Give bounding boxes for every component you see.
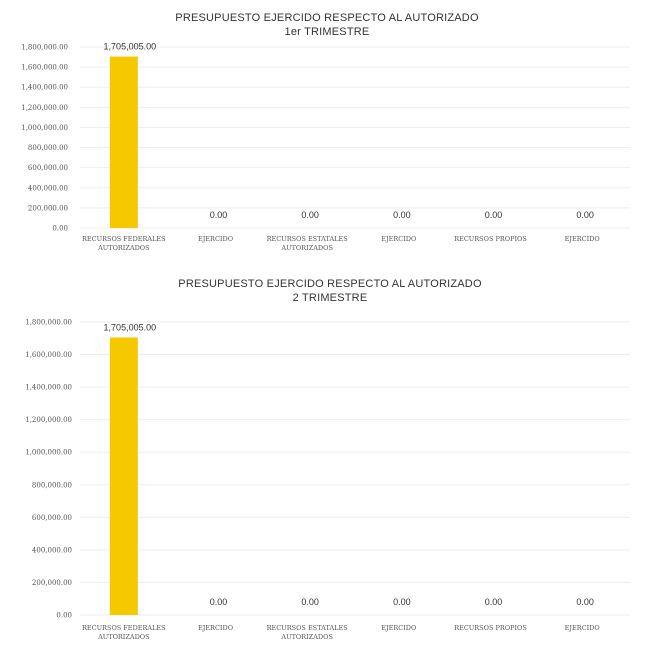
y-tick-label: 400,000.00: [28, 184, 68, 192]
category-label: RECURSOS PROPIOS: [454, 624, 527, 632]
category-label: RECURSOS ESTATALES: [267, 235, 348, 243]
category-label: RECURSOS FEDERALES: [82, 624, 166, 632]
y-tick-label: 1,200,000.00: [25, 416, 72, 424]
gridlines: [80, 321, 630, 616]
category-label: RECURSOS FEDERALES: [82, 235, 166, 243]
y-tick-label: 400,000.00: [32, 546, 72, 554]
y-tick-label: 1,200,000.00: [21, 104, 68, 112]
category-label: EJERCIDO: [565, 624, 600, 632]
y-tick-label: 200,000.00: [32, 579, 72, 587]
y-tick-label: 0.00: [56, 612, 72, 620]
gridlines: [80, 46, 630, 229]
data-label: 0.00: [301, 597, 319, 607]
data-label: 0.00: [301, 210, 319, 220]
chart-title: PRESUPUESTO EJERCIDO RESPECTO AL AUTORIZ…: [178, 278, 482, 290]
category-label: AUTORIZADOS: [97, 244, 150, 252]
category-label: EJERCIDO: [198, 235, 233, 243]
chart-2nd-trimester: PRESUPUESTO EJERCIDO RESPECTO AL AUTORIZ…: [0, 272, 647, 652]
data-labels: 1,705,005.00 0.00 0.00 0.00 0.00 0.00: [104, 322, 594, 607]
category-label: AUTORIZADOS: [280, 244, 333, 252]
y-tick-label: 0.00: [52, 225, 68, 233]
data-label: 0.00: [210, 597, 228, 607]
data-label: 0.00: [576, 597, 594, 607]
category-label: EJERCIDO: [381, 235, 416, 243]
category-label: EJERCIDO: [198, 624, 233, 632]
y-tick-label: 800,000.00: [32, 481, 72, 489]
chart-2-svg: PRESUPUESTO EJERCIDO RESPECTO AL AUTORIZ…: [25, 278, 630, 641]
bar: [109, 56, 138, 228]
y-tick-label: 600,000.00: [28, 164, 68, 172]
bar: [109, 337, 138, 615]
y-tick-label: 800,000.00: [28, 144, 68, 152]
chart-subtitle: 2 TRIMESTRE: [293, 292, 368, 304]
data-labels: 1,705,005.00 0.00 0.00 0.00 0.00 0.00: [104, 42, 594, 220]
category-label: RECURSOS PROPIOS: [454, 235, 527, 243]
y-tick-label: 1,800,000.00: [25, 319, 72, 327]
chart-title: PRESUPUESTO EJERCIDO RESPECTO AL AUTORIZ…: [175, 12, 479, 24]
data-label: 0.00: [485, 210, 503, 220]
data-label: 0.00: [393, 210, 411, 220]
y-tick-label: 1,800,000.00: [21, 44, 68, 52]
data-label: 0.00: [576, 210, 594, 220]
category-label: AUTORIZADOS: [97, 633, 150, 641]
chart-1st-trimester: PRESUPUESTO EJERCIDO RESPECTO AL AUTORIZ…: [0, 0, 647, 268]
y-tick-label: 600,000.00: [32, 514, 72, 522]
bars: [109, 56, 138, 228]
data-label: 0.00: [210, 210, 228, 220]
category-label: RECURSOS ESTATALES: [267, 624, 348, 632]
data-label: 1,705,005.00: [104, 322, 157, 332]
y-axis-ticks: 0.00 200,000.00 400,000.00 600,000.00 800,00…: [25, 319, 72, 620]
y-axis-ticks: 0.00 200,000.00 400,000.00 600,000.00 800,00…: [21, 44, 68, 233]
data-label: 1,705,005.00: [104, 42, 157, 52]
chart-subtitle: 1er TRIMESTRE: [285, 26, 370, 38]
y-tick-label: 1,000,000.00: [25, 449, 72, 457]
category-label: EJERCIDO: [381, 624, 416, 632]
y-tick-label: 1,000,000.00: [21, 124, 68, 132]
data-label: 0.00: [393, 597, 411, 607]
y-tick-label: 1,400,000.00: [21, 84, 68, 92]
y-tick-label: 1,600,000.00: [25, 351, 72, 359]
category-label: EJERCIDO: [565, 235, 600, 243]
data-label: 0.00: [485, 597, 503, 607]
bars: [109, 337, 138, 615]
chart-1-svg: PRESUPUESTO EJERCIDO RESPECTO AL AUTORIZ…: [21, 12, 630, 252]
category-label: AUTORIZADOS: [280, 633, 333, 641]
y-tick-label: 1,400,000.00: [25, 384, 72, 392]
y-tick-label: 200,000.00: [28, 204, 68, 212]
y-tick-label: 1,600,000.00: [21, 64, 68, 72]
